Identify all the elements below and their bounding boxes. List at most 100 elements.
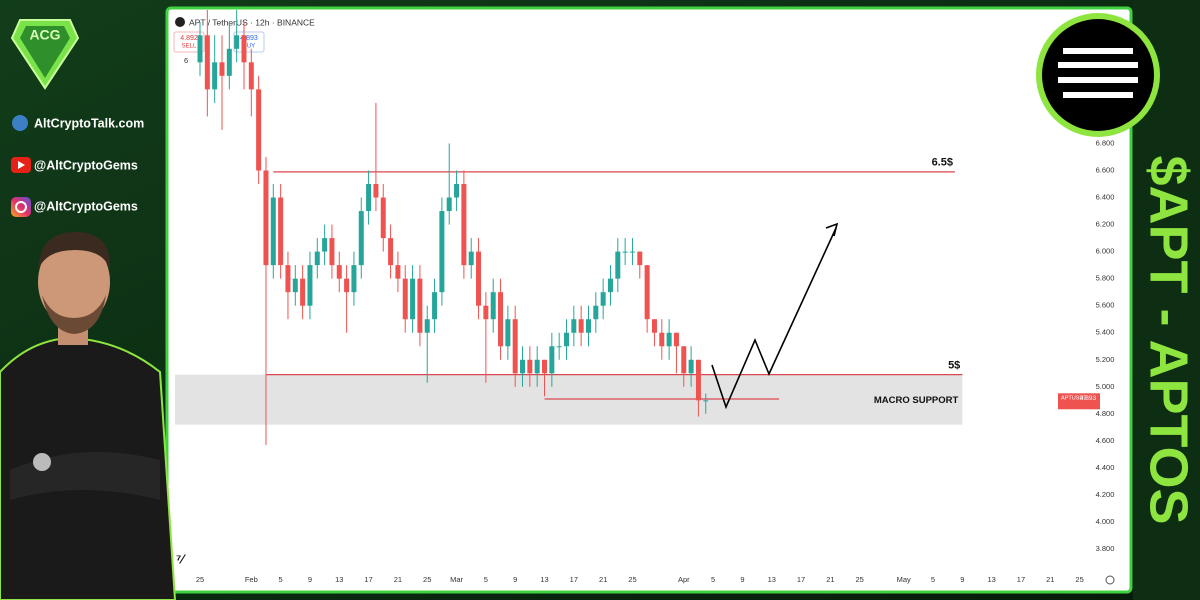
candle-body [585,319,591,333]
candle-body [329,238,335,266]
candle-body [703,400,709,402]
candle-body [520,359,526,374]
candle-body [285,265,291,293]
x-tick-label: 21 [599,575,607,584]
tv-logo: ⁷⁄ [176,551,186,566]
x-tick-label: 13 [335,575,343,584]
y-tick-label: 5.200 [1096,355,1115,364]
x-tick-label: 17 [797,575,805,584]
x-tick-label: 21 [394,575,402,584]
price-tag-bg [1058,393,1100,410]
candle-body [542,359,548,374]
candle-body [461,184,467,266]
x-tick-label: Mar [450,575,463,584]
x-tick-label: 13 [987,575,995,584]
x-tick-label: 9 [960,575,964,584]
sell-label[interactable]: SELL [182,44,197,50]
candle-body [476,251,482,306]
candle-body [226,48,232,76]
y-tick-label: 5.000 [1096,382,1115,391]
candle-body [424,319,430,333]
sell-price[interactable]: 4.892 [180,35,198,42]
candle-body [578,319,584,333]
y-tick-label: 5.600 [1096,301,1115,310]
candle-body [270,197,276,266]
candle-body [615,251,621,279]
candle-body [410,278,416,320]
candle-body [593,305,599,320]
arrow-head [825,222,839,237]
candle-body [659,332,665,347]
x-tick-label: 9 [308,575,312,584]
plot [175,10,963,445]
candle-body [644,265,650,320]
level-label: 6.5$ [932,157,953,169]
x-tick-label: 5 [711,575,715,584]
candle-body [263,170,269,266]
x-tick-label: 5 [279,575,283,584]
y-tick-label: 6.600 [1096,165,1115,174]
buy-label[interactable]: BUY [243,44,255,50]
x-tick-label: Feb [245,575,258,584]
person [0,232,177,600]
candle-body [505,319,511,347]
candle-body [439,211,445,293]
candle-body [564,332,569,347]
candle-body [322,238,328,252]
candle-body [395,265,401,279]
price-tag-value: 4.893 [1080,395,1097,402]
candle-body [629,251,635,253]
x-tick-label: 5 [484,575,488,584]
candle-body [498,292,504,347]
x-tick-label: Apr [678,575,690,584]
candle-body [307,265,313,306]
x-tick-label: 17 [1017,575,1025,584]
x-tick-label: 25 [1075,575,1083,584]
candle-body [681,346,687,374]
x-tick-label: 13 [768,575,776,584]
candle-body [380,197,386,239]
svg-text:ACG: ACG [29,27,60,43]
y-tick-label: 5.800 [1096,274,1115,283]
candle-body [607,278,613,293]
candle-body [212,62,218,90]
candle-body [468,251,474,266]
instagram-row: @AltCryptoGems [11,197,138,217]
candle-body [248,62,254,90]
symbol: APT / TetherUS · 12h · BINANCE [189,17,315,27]
y-tick-label: 6.800 [1096,138,1115,147]
candle-body [300,278,306,306]
candle-body [637,251,643,266]
candle-body [527,359,533,374]
indicator-count[interactable]: 6 [184,56,188,65]
x-tick-label: 13 [540,575,548,584]
candle-body [483,305,489,320]
candle-body [446,197,452,212]
toolbar: APT / TetherUS · 12h · BINANCE 4.892 SEL… [173,17,315,65]
candle-body [358,211,364,266]
candle-body [651,319,657,333]
x-tick-label: 25 [196,575,204,584]
settings-icon[interactable] [1105,575,1115,585]
candle-body [549,346,555,374]
buy-price[interactable]: 4.893 [240,35,258,42]
y-tick-label: 3.800 [1096,544,1115,553]
candle-body [402,278,408,320]
candle-body [454,184,460,198]
y-tick-label: 6.200 [1096,220,1115,229]
y-tick-label: 6.000 [1096,247,1115,256]
candle-body [571,319,577,333]
website: AltCryptoTalk.com [34,116,144,130]
y-tick-label: 4.200 [1096,490,1115,499]
brand-logo: ACG [10,19,80,90]
banner-title: $APT - APTOS [1139,155,1199,524]
candle-body [490,292,496,320]
candle-body [666,332,672,347]
candle-body [219,62,225,76]
x-tick-label: 17 [364,575,372,584]
youtube-handle: @AltCryptoGems [34,158,138,172]
x-tick-label: May [897,575,911,584]
x-tick-label: 21 [1046,575,1054,584]
zone-label: MACRO SUPPORT [874,395,959,406]
